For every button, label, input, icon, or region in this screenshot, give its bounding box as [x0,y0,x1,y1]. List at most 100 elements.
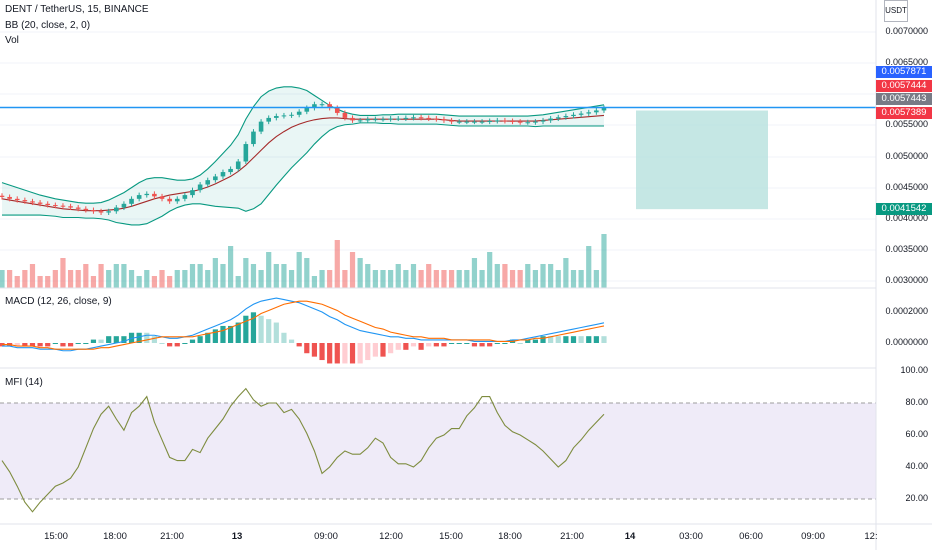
price-axis-label: 0.0065000 [885,57,928,67]
mfi-pane [1,387,605,513]
candle-body [220,172,226,177]
candle-body [167,198,172,202]
candle-body [540,120,546,122]
mfi-axis-label: 100.00 [900,365,928,375]
volume-bar [418,270,424,288]
candle-body [449,120,454,122]
volume-bar [281,264,287,288]
time-axis-label: 09:00 [314,531,338,542]
volume-bar [410,264,417,288]
volume-bar [37,276,43,288]
candle-body [190,190,195,196]
macd-histogram-bar [578,336,584,343]
volume-bar [433,270,439,288]
volume-bar [456,270,462,288]
macd-histogram-bar [334,343,340,364]
candle-body [594,110,599,113]
candle-body [205,180,211,185]
volume-bar [388,270,394,288]
macd-histogram-bar [532,339,538,343]
volume-bar [45,276,51,288]
time-axis-label: 12:00 [379,531,403,542]
volume-bar [570,270,577,288]
mfi-indicator-label[interactable]: MFI (14) [5,377,43,388]
macd-histogram-bar [273,322,279,343]
volume-bar [136,276,142,288]
candle-body [266,117,271,122]
candle-body [213,176,218,181]
volume-bar [7,270,13,288]
candle-body [319,104,325,106]
macd-histogram-bar [487,343,493,347]
bb-indicator-label[interactable]: BB (20, close, 2, 0) [5,20,91,31]
candle-body [426,117,432,119]
volume-bar [426,264,432,288]
currency-button[interactable]: USDT [884,0,908,22]
macd-histogram-bar [212,329,218,343]
macd-histogram-bar [151,336,157,343]
candle-body [197,184,203,191]
candle-body [441,119,447,121]
volume-bar [311,276,318,288]
macd-axis-label: 0.0002000 [885,306,928,316]
candle-body [68,206,73,208]
macd-histogram-bar [525,339,531,343]
price-tag[interactable]: 0.0041542 [876,203,932,215]
candle-body [91,210,96,212]
price-tag[interactable]: 0.0057444 [876,80,932,92]
volume-bar [319,270,325,288]
candle-body [83,208,89,211]
volume-bar [334,240,340,288]
price-tag[interactable]: 0.0057389 [876,107,932,119]
time-axis-label: 09:00 [801,531,825,542]
price-tag[interactable]: 0.0057871 [876,66,932,78]
candle-body [334,107,340,113]
candle-body [411,117,416,119]
volume-bar [327,270,333,288]
volume-bar [296,252,302,288]
symbol-title[interactable]: DENT / TetherUS, 15, BINANCE [5,4,149,15]
price-tag[interactable]: 0.0057443 [876,93,932,105]
candle-body [487,121,492,123]
volume-bar [189,264,196,288]
volume-bar [243,258,249,288]
price-axis-label: 0.0030000 [885,275,928,285]
macd-histogram-bar [448,343,455,344]
volume-bar [365,264,371,288]
volume-bars [0,234,607,288]
volume-indicator-label[interactable]: Vol [5,35,19,46]
volume-bar [14,276,20,288]
volume-bar [113,264,119,288]
macd-histogram-bar [441,343,447,347]
candle-body [601,107,607,111]
volume-bar [106,270,112,288]
volume-bar [441,270,447,288]
candle-body [472,121,477,123]
time-axis-label: 21:00 [560,531,584,542]
signal-line [2,300,605,350]
volume-bar [83,264,89,288]
candle-body [289,114,294,116]
macd-histogram-bar [494,343,500,344]
macd-indicator-label[interactable]: MACD (12, 26, close, 9) [5,296,112,307]
target-box[interactable] [636,110,768,210]
macd-histogram-bar [593,336,599,343]
volume-bar [502,264,508,288]
macd-histogram-bar [410,343,417,347]
volume-bar [205,270,211,288]
volume-bar [29,264,36,288]
macd-histogram-bar [98,339,104,343]
macd-histogram-bar [456,343,462,344]
candle-body [258,121,264,132]
price-axis-label: 0.0070000 [885,26,928,36]
candle-body [98,211,104,213]
macd-histogram-bar [281,332,287,343]
macd-histogram-bar [464,343,470,344]
candle-body [495,120,500,122]
candle-body [517,121,523,123]
candle-body [174,198,180,202]
candle-body [350,117,355,121]
volume-bar [525,264,531,288]
volume-bar [288,270,295,288]
